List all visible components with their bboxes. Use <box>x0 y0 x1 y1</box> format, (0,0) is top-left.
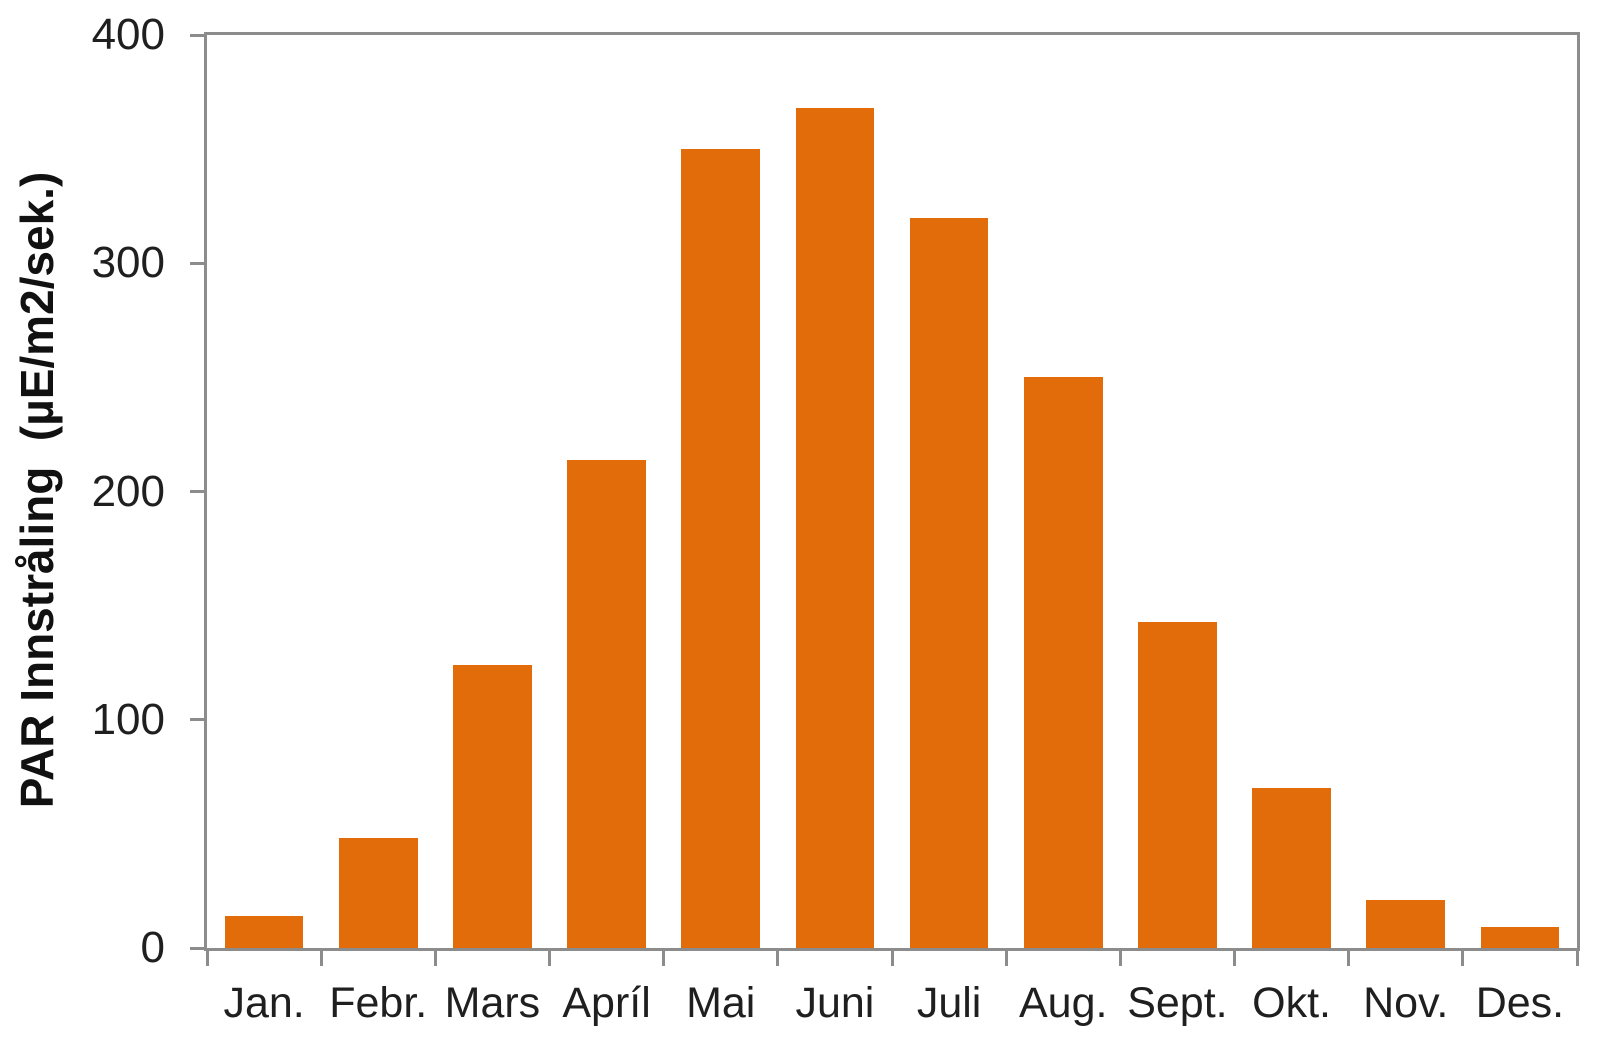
bar-apríl <box>567 459 646 948</box>
bar-mai <box>681 149 761 948</box>
x-axis-tick <box>205 948 209 966</box>
x-axis-tick <box>662 948 666 966</box>
x-axis-tick <box>1347 948 1351 966</box>
x-tick-label-jan: Jan. <box>223 979 305 1027</box>
y-axis-tick <box>190 946 207 950</box>
x-tick-label-aug: Aug. <box>1019 979 1108 1027</box>
x-tick-label-okt: Okt. <box>1252 979 1331 1027</box>
y-axis-tick <box>190 718 207 722</box>
y-axis-tick <box>190 261 207 265</box>
x-axis-tick <box>1233 948 1236 966</box>
y-tick-label-300: 300 <box>91 238 165 288</box>
x-axis-tick <box>433 948 437 966</box>
bar-mars <box>453 664 532 948</box>
x-tick-label-mai: Mai <box>686 979 756 1027</box>
bar-des <box>1480 927 1560 948</box>
x-axis-tick <box>548 948 551 966</box>
plot-area <box>204 32 1580 951</box>
x-tick-label-apríl: Apríl <box>562 979 651 1027</box>
x-tick-label-juni: Juni <box>795 979 875 1027</box>
x-tick-label-nov: Nov. <box>1363 979 1449 1027</box>
x-axis-tick <box>1575 948 1579 966</box>
y-tick-label-0: 0 <box>140 923 165 972</box>
y-tick-label-400: 400 <box>91 10 165 59</box>
x-axis-tick <box>1118 948 1122 966</box>
y-axis-tick <box>190 33 207 37</box>
x-tick-label-juli: Juli <box>916 979 982 1027</box>
x-axis-tick <box>1004 948 1008 966</box>
bar-juni <box>795 108 875 948</box>
y-tick-label-100: 100 <box>91 694 165 744</box>
x-tick-label-mars: Mars <box>444 979 541 1027</box>
y-tick-label-200: 200 <box>91 466 165 516</box>
x-axis-tick <box>1461 948 1465 966</box>
bar-juli <box>909 217 989 948</box>
bar-nov <box>1366 900 1446 948</box>
x-axis-tick <box>319 948 323 966</box>
x-tick-label-febr: Febr. <box>329 979 428 1027</box>
x-tick-label-sept: Sept. <box>1127 979 1228 1027</box>
x-axis-tick <box>776 948 780 966</box>
x-tick-label-des: Des. <box>1475 979 1565 1027</box>
y-axis-tick <box>190 490 207 493</box>
bar-okt <box>1252 788 1331 948</box>
bar-aug <box>1023 377 1103 948</box>
bar-sept <box>1138 621 1217 948</box>
bar-jan <box>224 916 304 948</box>
bar-febr <box>338 838 418 948</box>
x-axis-tick <box>890 948 894 966</box>
